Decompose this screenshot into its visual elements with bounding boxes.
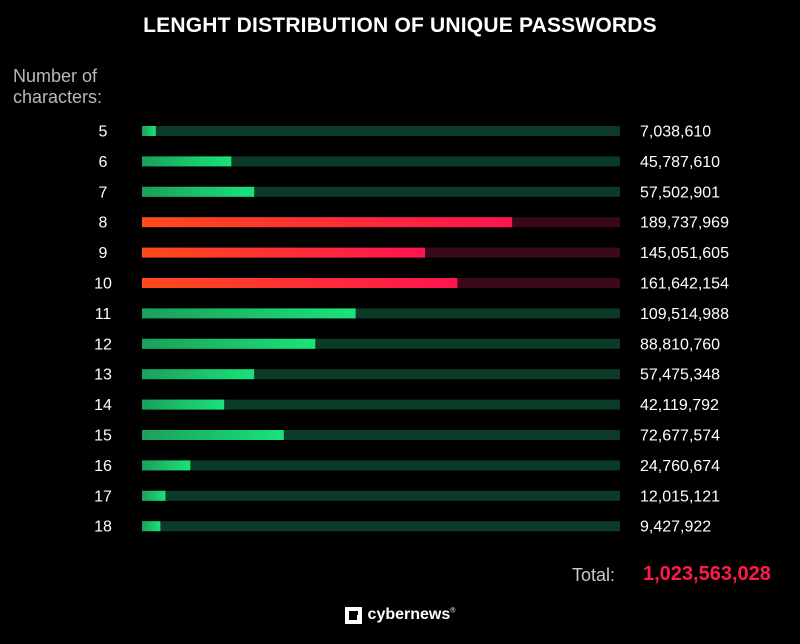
bar-track xyxy=(142,369,620,380)
y-axis-label-line1: Number of xyxy=(13,66,98,86)
bar xyxy=(142,460,191,471)
category-label: 5 xyxy=(99,124,108,141)
category-label: 6 xyxy=(99,154,108,171)
brand: cybernews® xyxy=(0,606,800,624)
bar xyxy=(142,399,225,410)
total-label: Total: xyxy=(572,565,616,585)
bar-track xyxy=(142,521,620,532)
value-label: 45,787,610 xyxy=(640,154,720,171)
category-label: 14 xyxy=(94,397,112,414)
value-label: 24,760,674 xyxy=(640,458,720,475)
value-label: 42,119,792 xyxy=(640,397,719,414)
bar xyxy=(142,338,316,349)
bar-track xyxy=(142,430,620,440)
y-axis-label-line2: characters: xyxy=(13,87,103,107)
bar-track xyxy=(142,460,620,471)
total-value: 1,023,563,028 xyxy=(643,563,771,585)
cybernews-logo-icon xyxy=(344,606,362,624)
bar-track xyxy=(142,126,620,136)
category-label: 12 xyxy=(94,336,112,353)
category-label: 17 xyxy=(94,488,112,505)
bar xyxy=(142,430,284,440)
category-label: 7 xyxy=(99,184,108,201)
category-label: 9 xyxy=(99,245,108,262)
value-label: 57,475,348 xyxy=(640,367,720,384)
bar xyxy=(142,126,156,136)
value-label: 72,677,574 xyxy=(640,428,720,445)
value-label: 12,015,121 xyxy=(640,488,720,505)
bar xyxy=(142,278,458,288)
value-label: 189,737,969 xyxy=(640,215,729,232)
y-axis-label: Number of characters: xyxy=(13,66,173,108)
value-label: 57,502,901 xyxy=(640,184,720,201)
value-label: 88,810,760 xyxy=(640,336,720,353)
value-label: 7,038,610 xyxy=(640,124,711,141)
bar-chart: 5 7,038,610 6 45,787,610 7 57,502,901 8 189,737… xyxy=(94,124,729,536)
bar xyxy=(142,247,425,258)
category-label: 16 xyxy=(94,458,112,475)
category-label: 18 xyxy=(94,519,112,536)
category-label: 13 xyxy=(94,367,112,384)
value-label: 9,427,922 xyxy=(640,519,711,536)
bar xyxy=(142,490,166,501)
bar-track xyxy=(142,308,620,319)
category-label: 8 xyxy=(99,215,108,232)
bar-track xyxy=(142,338,620,349)
category-label: 15 xyxy=(94,428,112,445)
category-label: 10 xyxy=(94,276,112,293)
chart-title: LENGHT DISTRIBUTION OF UNIQUE PASSWORDS xyxy=(143,14,657,37)
value-label: 145,051,605 xyxy=(640,245,729,262)
bar xyxy=(142,369,255,380)
bar-track xyxy=(142,156,620,167)
bar xyxy=(142,156,232,167)
bar xyxy=(142,521,161,532)
category-label: 11 xyxy=(95,306,112,323)
value-label: 161,642,154 xyxy=(640,276,729,293)
value-label: 109,514,988 xyxy=(640,306,729,323)
brand-name: cybernews® xyxy=(367,606,456,623)
bar-track xyxy=(142,186,620,197)
bar xyxy=(142,186,255,197)
bar-track xyxy=(142,490,620,501)
bar-track xyxy=(142,399,620,410)
bar xyxy=(142,217,513,228)
bar xyxy=(142,308,356,319)
